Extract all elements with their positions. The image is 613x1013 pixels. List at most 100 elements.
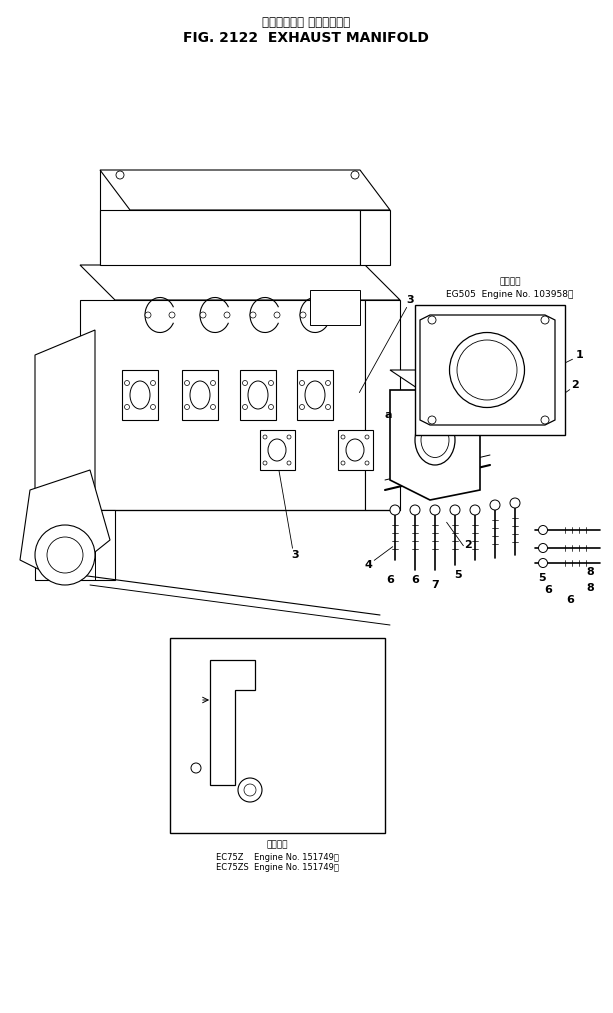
Text: 6: 6 <box>242 810 249 820</box>
Polygon shape <box>420 315 555 425</box>
Polygon shape <box>100 210 360 265</box>
Circle shape <box>456 376 464 384</box>
Ellipse shape <box>421 422 449 458</box>
Polygon shape <box>80 265 400 300</box>
Polygon shape <box>338 430 373 470</box>
Text: 3: 3 <box>406 295 414 305</box>
Text: FIG. 2122  EXHAUST MANIFOLD: FIG. 2122 EXHAUST MANIFOLD <box>183 31 429 45</box>
Bar <box>415 305 565 435</box>
Circle shape <box>268 381 273 386</box>
Circle shape <box>300 381 305 386</box>
Text: 7: 7 <box>431 580 439 590</box>
Circle shape <box>324 312 330 318</box>
Circle shape <box>200 312 206 318</box>
Circle shape <box>287 461 291 465</box>
Circle shape <box>47 537 83 573</box>
Circle shape <box>456 401 464 409</box>
Polygon shape <box>365 300 400 510</box>
Circle shape <box>300 312 306 318</box>
Ellipse shape <box>346 439 364 461</box>
Text: EG505  Engine No. 103958～: EG505 Engine No. 103958～ <box>446 290 574 299</box>
Circle shape <box>116 171 124 179</box>
Circle shape <box>185 404 189 409</box>
Polygon shape <box>540 360 565 410</box>
Circle shape <box>326 404 330 409</box>
Text: 6: 6 <box>411 575 419 585</box>
Text: 10: 10 <box>308 680 322 690</box>
Polygon shape <box>390 370 480 390</box>
Circle shape <box>151 404 156 409</box>
Bar <box>170 638 385 833</box>
Polygon shape <box>360 210 390 265</box>
Polygon shape <box>35 330 95 510</box>
Circle shape <box>410 505 420 515</box>
Circle shape <box>263 461 267 465</box>
Circle shape <box>538 558 547 567</box>
Text: 8: 8 <box>586 583 594 593</box>
Circle shape <box>341 435 345 439</box>
Ellipse shape <box>248 381 268 409</box>
Text: 適用号機: 適用号機 <box>499 278 521 287</box>
Circle shape <box>428 416 436 424</box>
Text: エキゾースト マニホールド: エキゾースト マニホールド <box>262 15 350 28</box>
Polygon shape <box>210 660 255 785</box>
Circle shape <box>243 381 248 386</box>
Text: 3: 3 <box>291 550 299 560</box>
Text: a: a <box>191 690 199 700</box>
Text: 6: 6 <box>544 585 552 595</box>
Text: 9: 9 <box>496 325 504 335</box>
Polygon shape <box>390 390 480 500</box>
Circle shape <box>490 500 500 510</box>
Circle shape <box>151 381 156 386</box>
Polygon shape <box>100 170 390 210</box>
Circle shape <box>541 316 549 324</box>
Circle shape <box>326 381 330 386</box>
Circle shape <box>541 416 549 424</box>
Circle shape <box>341 461 345 465</box>
Text: a: a <box>384 410 392 420</box>
Bar <box>240 370 276 420</box>
Ellipse shape <box>268 439 286 461</box>
Circle shape <box>210 404 216 409</box>
Text: 1: 1 <box>576 350 584 360</box>
Circle shape <box>35 525 95 585</box>
Circle shape <box>191 763 201 773</box>
Circle shape <box>287 435 291 439</box>
Circle shape <box>390 505 400 515</box>
Circle shape <box>351 171 359 179</box>
Circle shape <box>268 404 273 409</box>
Text: EC75ZS  Engine No. 151749～: EC75ZS Engine No. 151749～ <box>216 863 338 872</box>
Circle shape <box>496 401 504 409</box>
Circle shape <box>185 381 189 386</box>
Polygon shape <box>20 470 110 580</box>
Polygon shape <box>260 430 295 470</box>
Circle shape <box>365 461 369 465</box>
Ellipse shape <box>449 332 525 407</box>
Ellipse shape <box>415 415 455 465</box>
Text: 6: 6 <box>386 575 394 585</box>
Circle shape <box>510 498 520 508</box>
Circle shape <box>244 784 256 796</box>
Bar <box>122 370 158 420</box>
Circle shape <box>496 376 504 384</box>
Text: 11: 11 <box>308 648 322 658</box>
Circle shape <box>365 435 369 439</box>
Circle shape <box>124 404 129 409</box>
Circle shape <box>430 505 440 515</box>
Circle shape <box>263 435 267 439</box>
Circle shape <box>250 312 256 318</box>
Bar <box>297 370 333 420</box>
Ellipse shape <box>190 381 210 409</box>
Text: 2: 2 <box>464 540 472 550</box>
Text: 7: 7 <box>326 810 333 820</box>
Circle shape <box>450 505 460 515</box>
Bar <box>310 290 360 325</box>
Ellipse shape <box>305 381 325 409</box>
Text: EC75Z    Engine No. 151749～: EC75Z Engine No. 151749～ <box>216 853 338 861</box>
Circle shape <box>538 544 547 552</box>
Circle shape <box>470 505 480 515</box>
Circle shape <box>224 312 230 318</box>
Polygon shape <box>445 360 510 415</box>
Polygon shape <box>35 510 115 580</box>
Text: 5: 5 <box>538 573 546 583</box>
